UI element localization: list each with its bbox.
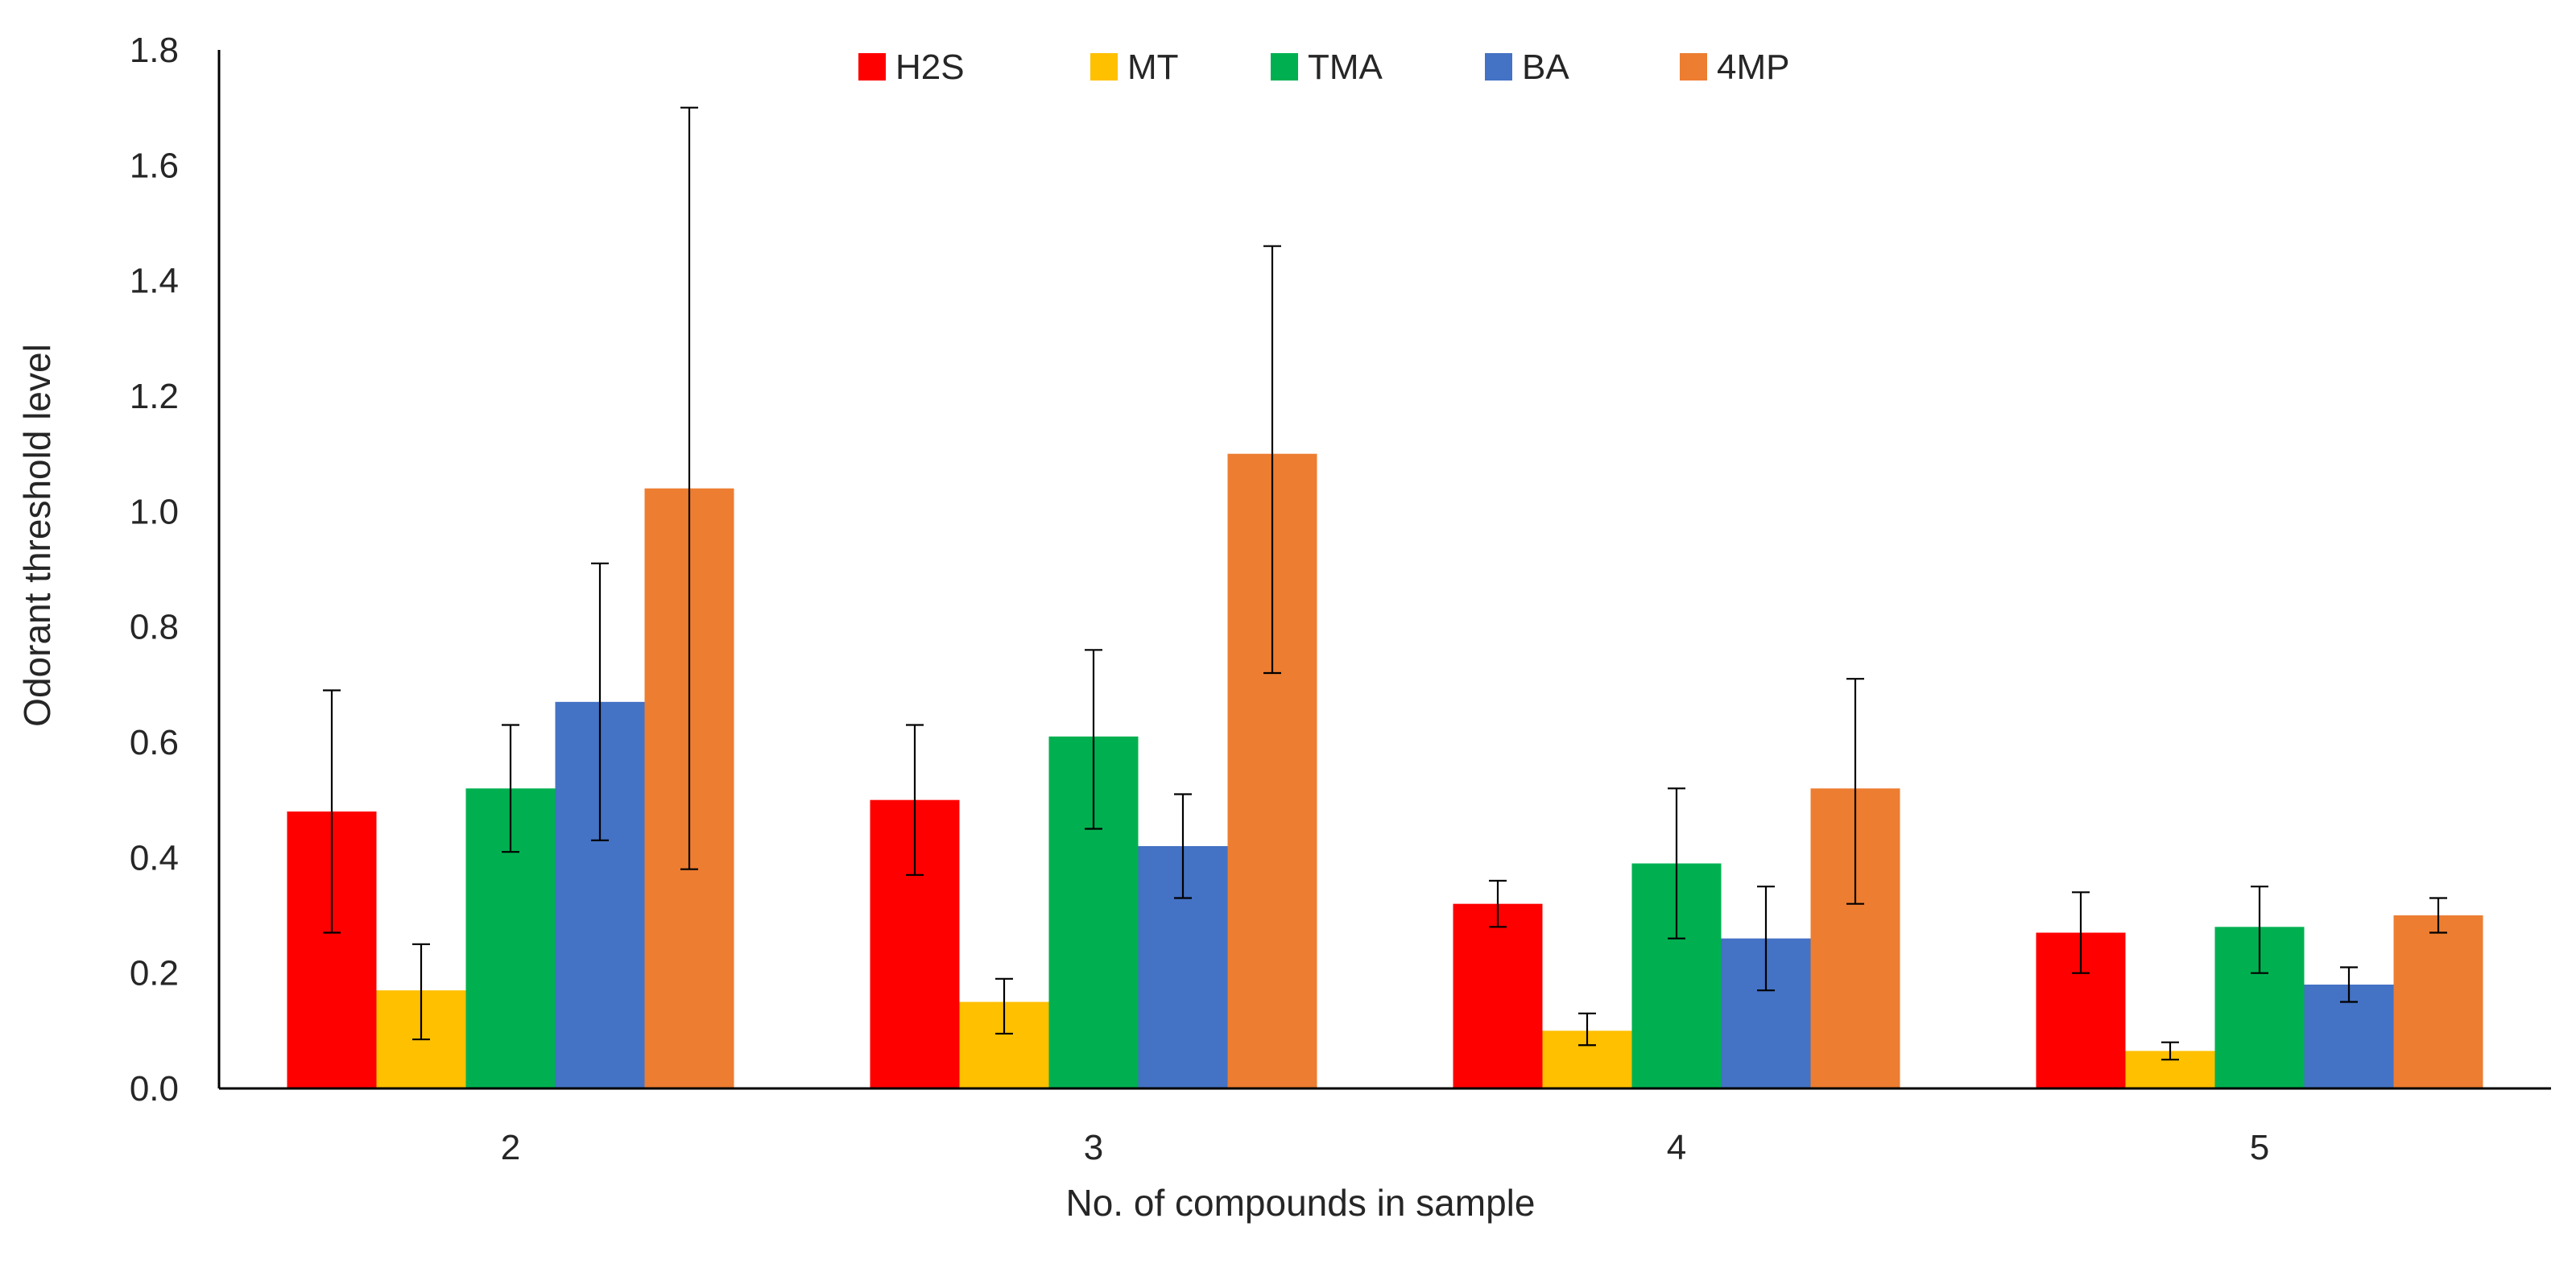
legend: H2S MT TMA BA 4MP — [858, 47, 1789, 87]
y-tick-label: 1.2 — [130, 377, 179, 416]
legend-swatch-4mp — [1680, 53, 1707, 81]
y-axis-title: Odorant threshold level — [16, 344, 58, 727]
legend-swatch-tma — [1271, 53, 1298, 81]
y-axis-ticks: 0.0 0.2 0.4 0.6 0.8 1.0 1.2 1.4 1.6 1.8 — [130, 31, 179, 1109]
legend-swatch-h2s — [858, 53, 886, 81]
x-tick-label: 5 — [2250, 1128, 2269, 1167]
y-tick-label: 0.0 — [130, 1069, 179, 1109]
legend-label-h2s: H2S — [895, 47, 965, 87]
legend-label-tma: TMA — [1308, 47, 1383, 87]
y-tick-label: 1.4 — [130, 262, 179, 301]
y-tick-label: 0.4 — [130, 838, 179, 878]
legend-label-ba: BA — [1522, 47, 1569, 87]
y-tick-label: 1.6 — [130, 146, 179, 185]
bar-4mp-5 — [2393, 915, 2483, 1088]
bars — [287, 453, 2483, 1088]
y-tick-label: 0.6 — [130, 723, 179, 762]
x-tick-label: 2 — [501, 1128, 520, 1167]
bar-h2s-4 — [1453, 903, 1543, 1088]
legend-label-mt: MT — [1127, 47, 1179, 87]
y-tick-label: 0.2 — [130, 954, 179, 993]
legend-swatch-mt — [1090, 53, 1118, 81]
x-axis-title: No. of compounds in sample — [1066, 1182, 1536, 1224]
y-tick-label: 1.8 — [130, 31, 179, 70]
legend-swatch-ba — [1485, 53, 1512, 81]
x-tick-label: 3 — [1084, 1128, 1103, 1167]
y-tick-label: 0.8 — [130, 608, 179, 647]
x-tick-label: 4 — [1667, 1128, 1686, 1167]
x-axis-ticks: 2 3 4 5 — [501, 1128, 2269, 1167]
legend-label-4mp: 4MP — [1717, 47, 1789, 87]
error-bars — [323, 106, 2447, 1061]
axes — [217, 50, 2551, 1090]
y-tick-label: 1.0 — [130, 492, 179, 531]
